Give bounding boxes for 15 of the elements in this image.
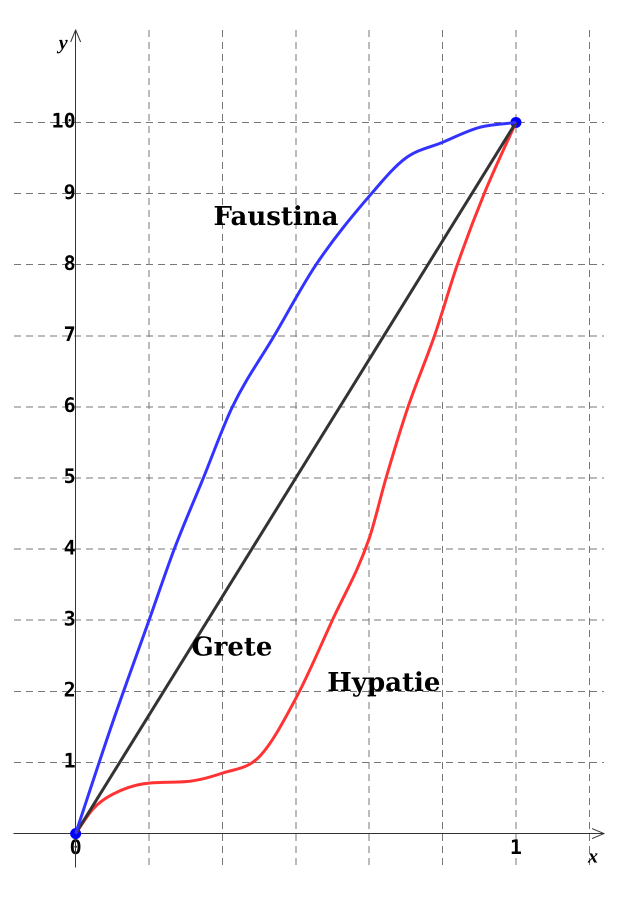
y-tick-label: 10 [52,108,76,133]
x-axis-title: x [587,846,598,868]
y-tick-label: 8 [64,250,76,275]
series-label: Faustina [213,202,339,232]
y-tick-label: 5 [64,464,76,488]
y-tick-label: 2 [64,678,76,702]
y-tick-label: 6 [64,393,76,418]
y-tick-label: 3 [64,606,76,630]
y-tick-label: 9 [64,180,76,204]
series-label: Grete [191,632,272,662]
y-tick-label: 7 [64,322,76,346]
series-label: Hypatie [327,668,440,698]
y-axis-title: y [56,32,68,54]
y-tick-label: 4 [64,535,76,560]
y-tick-label: 1 [64,748,76,773]
